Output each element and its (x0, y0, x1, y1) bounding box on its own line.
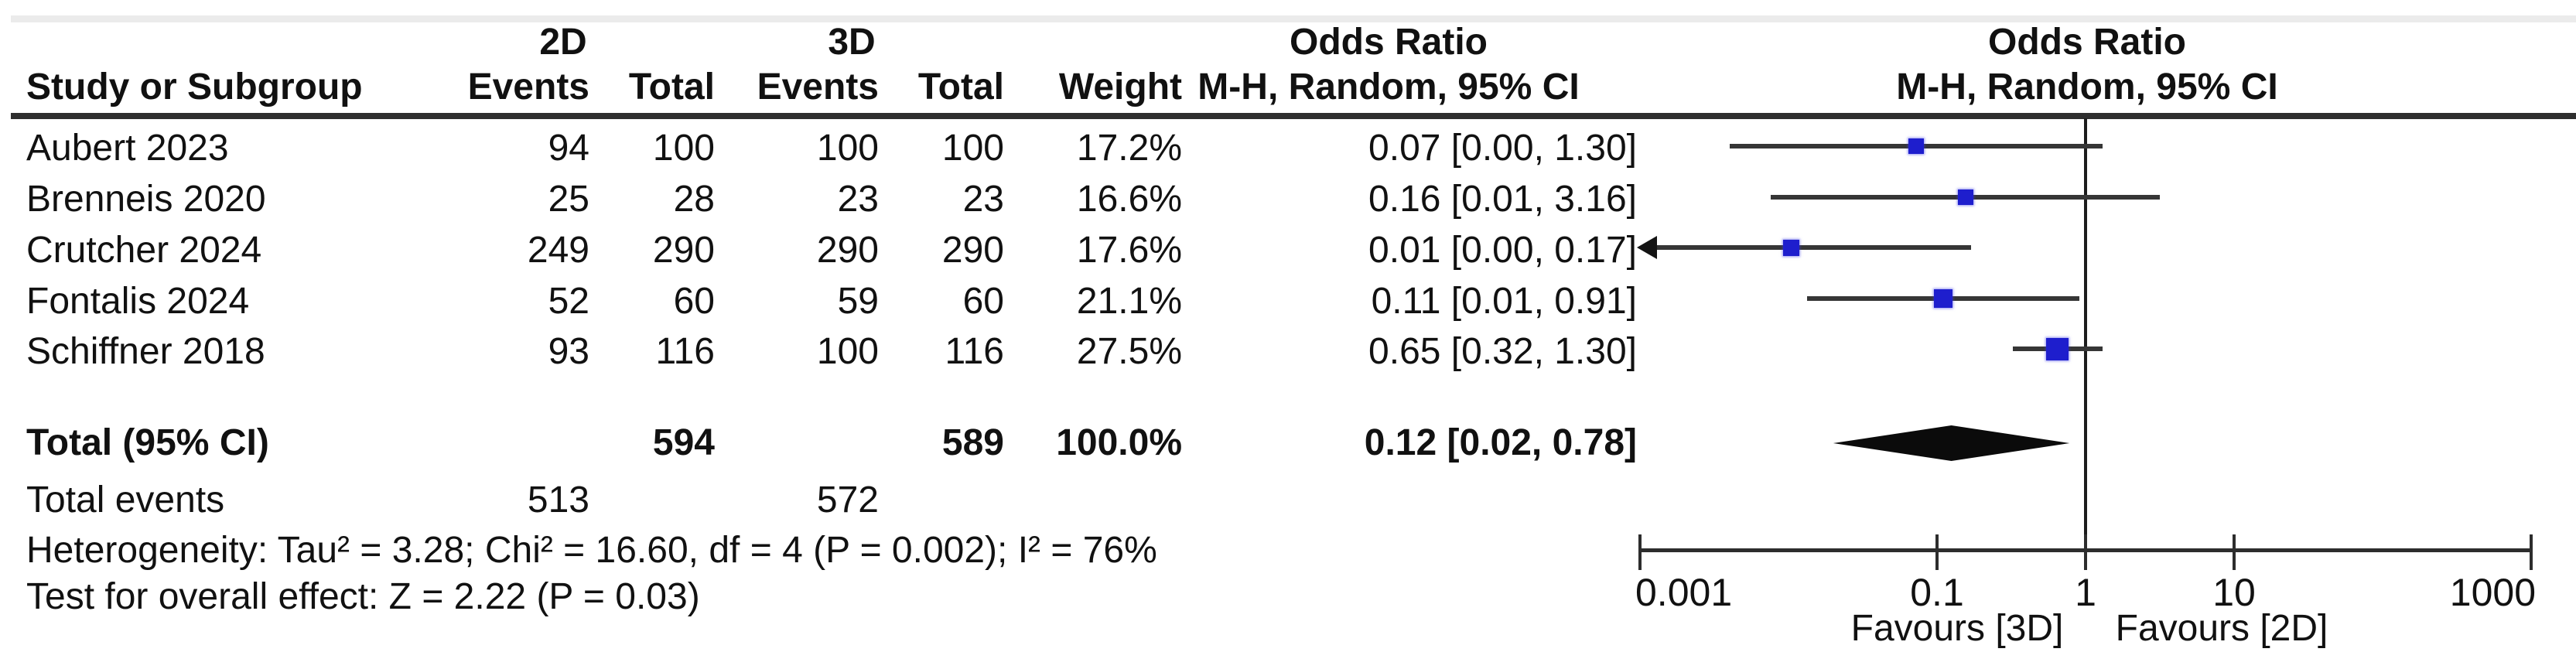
total-events-3d: 572 (816, 480, 879, 521)
or-ci-cell: 0.11 [0.01, 0.91] (1371, 281, 1637, 322)
events-3d-cell: 23 (837, 179, 879, 220)
plot-column-title: Odds Ratio (1987, 22, 2187, 63)
total-2d-cell: 28 (673, 179, 715, 220)
favours-right-label: Favours [2D] (2115, 608, 2328, 649)
events-3d-column-header: Events (757, 67, 879, 108)
events-2d-cell: 25 (548, 179, 589, 220)
plot-method-column-header: M-H, Random, 95% CI (1896, 67, 2278, 108)
or-point-square (2046, 337, 2069, 360)
study-label: Fontalis 2024 (26, 281, 250, 322)
total-events-label: Total events (26, 480, 225, 521)
study-label: Brenneis 2020 (26, 179, 266, 220)
favours-left-label: Favours [3D] (1850, 608, 2064, 649)
total-diamond (1833, 425, 2070, 461)
total-weight: 100.0% (1056, 422, 1182, 463)
ci-arrow-left (1637, 236, 1657, 259)
x-axis-tick (1638, 534, 1642, 570)
study-label: Schiffner 2018 (26, 331, 265, 372)
events-3d-cell: 59 (837, 281, 879, 322)
total-or-ci: 0.12 [0.02, 0.78] (1364, 422, 1637, 463)
or-point-square (1933, 289, 1952, 308)
events-3d-cell: 100 (816, 331, 879, 372)
weight-column-header: Weight (1058, 67, 1182, 108)
weight-cell: 21.1% (1076, 281, 1182, 322)
events-2d-cell: 52 (548, 281, 589, 322)
events-2d-cell: 94 (548, 128, 589, 169)
total-3d-cell: 60 (962, 281, 1004, 322)
total-events-2d: 513 (527, 480, 589, 521)
weight-cell: 27.5% (1076, 331, 1182, 372)
study-label: Aubert 2023 (26, 128, 229, 169)
overall-effect-test: Test for overall effect: Z = 2.22 (P = 0… (26, 576, 700, 617)
events-2d-cell: 93 (548, 331, 589, 372)
weight-cell: 17.2% (1076, 128, 1182, 169)
or-point-square (1957, 189, 1973, 205)
total-3d-sum: 589 (941, 422, 1004, 463)
x-axis-tick-label: 10 (2212, 571, 2256, 614)
total-3d-cell: 23 (962, 179, 1004, 220)
ci-line (1657, 245, 1971, 250)
total-3d-cell: 290 (941, 230, 1004, 271)
total-2d-cell: 116 (655, 331, 715, 372)
weight-cell: 17.6% (1076, 230, 1182, 271)
study-column-header: Study or Subgroup (26, 67, 363, 108)
study-label: Crutcher 2024 (26, 230, 262, 271)
or-point-square (1908, 138, 1924, 154)
x-axis-tick-label: 0.1 (1910, 571, 1964, 614)
x-axis-tick-label: 1 (2075, 571, 2096, 614)
events-3d-cell: 100 (816, 128, 879, 169)
or-ci-cell: 0.07 [0.00, 1.30] (1368, 128, 1637, 169)
events-2d-cell: 249 (527, 230, 589, 271)
heterogeneity-stats: Heterogeneity: Tau² = 3.28; Chi² = 16.60… (26, 530, 1157, 571)
top-divider-strip (11, 15, 2576, 22)
no-effect-line (2084, 118, 2087, 570)
total-3d-cell: 116 (945, 331, 1004, 372)
header-rule (11, 113, 2576, 119)
or-ci-cell: 0.16 [0.01, 3.16] (1368, 179, 1637, 220)
group-header-2d: 2D (539, 22, 587, 63)
total-3d-column-header: Total (917, 67, 1004, 108)
total-3d-cell: 100 (941, 128, 1004, 169)
or-method-column-header: M-H, Random, 95% CI (1197, 67, 1580, 108)
or-ci-cell: 0.01 [0.00, 0.17] (1368, 230, 1637, 271)
or-ci-cell: 0.65 [0.32, 1.30] (1368, 331, 1637, 372)
total-row-label: Total (95% CI) (26, 422, 269, 463)
total-2d-cell: 60 (673, 281, 715, 322)
x-axis-tick-label: 0.001 (1635, 571, 1733, 614)
x-axis-tick (2233, 534, 2236, 570)
events-3d-cell: 290 (816, 230, 879, 271)
total-2d-cell: 100 (652, 128, 715, 169)
total-2d-cell: 290 (652, 230, 715, 271)
x-axis-tick-label: 1000 (2449, 571, 2536, 614)
events-2d-column-header: Events (467, 67, 589, 108)
total-2d-sum: 594 (652, 422, 715, 463)
x-axis-tick (2530, 534, 2533, 570)
x-axis-tick (2084, 534, 2087, 570)
or-point-square (1782, 239, 1799, 256)
weight-cell: 16.6% (1076, 179, 1182, 220)
x-axis-tick (1935, 534, 1939, 570)
group-header-3d: 3D (828, 22, 876, 63)
or-column-title: Odds Ratio (1289, 22, 1488, 63)
total-2d-column-header: Total (628, 67, 715, 108)
